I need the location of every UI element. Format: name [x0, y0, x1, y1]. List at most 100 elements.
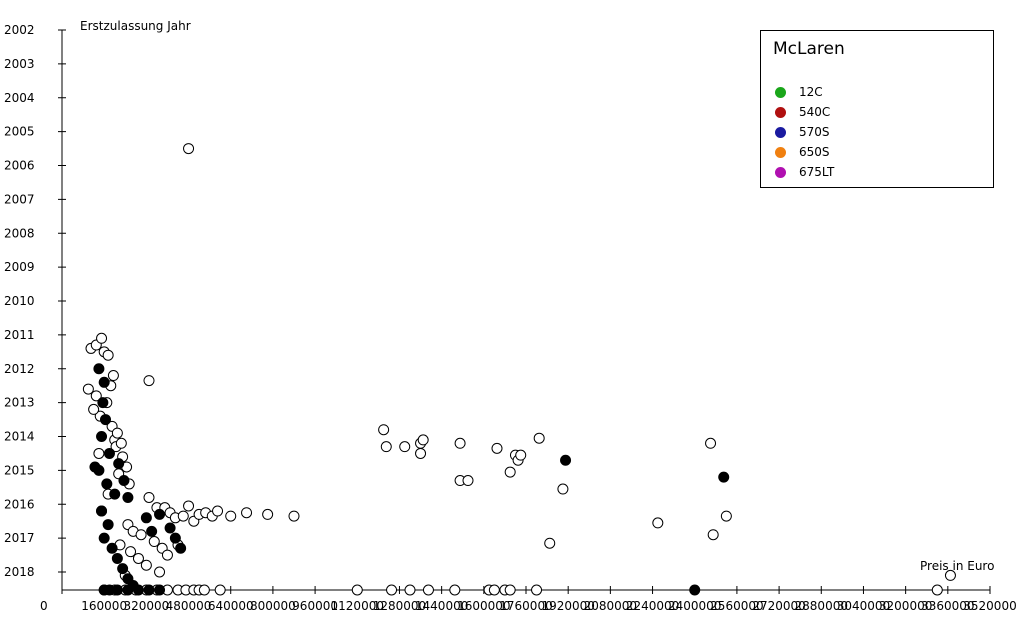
y-tick-label: 2003 [4, 57, 35, 71]
y-tick-label: 2005 [4, 125, 35, 139]
y-tick-label: 2018 [4, 565, 35, 579]
data-point-open [214, 584, 226, 596]
data-point-filled [132, 584, 144, 596]
data-point-filled [111, 552, 123, 564]
data-point-open [462, 475, 474, 487]
x-tick-label: 640000 [208, 599, 254, 613]
y-tick-label: 2013 [4, 396, 35, 410]
data-point-open [183, 500, 195, 512]
data-point-open [449, 584, 461, 596]
legend-marker-540c [775, 106, 786, 118]
data-point-open [177, 510, 189, 522]
data-point-filled [97, 397, 109, 409]
data-point-open [143, 375, 155, 387]
data-point-open [931, 584, 943, 596]
data-point-filled [140, 512, 152, 524]
legend-marker-650s [775, 146, 786, 158]
data-point-open [707, 529, 719, 541]
x-tick-label: 2080000 [584, 599, 637, 613]
data-point-filled [98, 376, 110, 388]
data-point-filled [175, 542, 187, 554]
data-point-filled [146, 525, 158, 537]
data-point-filled [96, 431, 108, 442]
x-tick-label: 1440000 [415, 599, 468, 613]
data-point-open [515, 449, 527, 461]
y-tick-label: 2008 [4, 226, 35, 240]
x-axis-label: Preis in Euro [920, 559, 994, 573]
y-tick-label: 2007 [4, 192, 35, 206]
x-tick-label: 2240000 [626, 599, 679, 613]
x-tick-label: 800000 [250, 599, 296, 613]
data-point-filled [122, 491, 134, 503]
x-tick-label: 160000 [81, 599, 127, 613]
data-point-filled [117, 563, 129, 575]
legend-marker-570s [775, 126, 786, 138]
data-point-open [102, 349, 114, 361]
x-tick-label: 320000 [123, 599, 169, 613]
data-point-open [115, 437, 127, 449]
data-point-open [378, 424, 390, 436]
data-point-open [262, 508, 274, 520]
y-axis-label: Erstzulassung Jahr [80, 19, 191, 33]
y-tick-label: 2016 [4, 497, 35, 511]
data-point-open [399, 441, 411, 453]
data-point-filled [111, 584, 123, 596]
data-point-open [415, 447, 427, 459]
data-point-filled [103, 447, 115, 459]
data-point-filled [102, 519, 114, 531]
x-tick-label: 3520000 [963, 599, 1016, 613]
data-point-open [132, 552, 144, 564]
legend-title: McLaren [773, 39, 845, 59]
x-tick-label: 2720000 [752, 599, 805, 613]
data-point-open [288, 510, 300, 522]
x-tick-label: 960000 [292, 599, 338, 613]
data-point-filled [93, 363, 105, 375]
data-point-filled [101, 478, 113, 490]
data-point-filled [106, 542, 118, 554]
data-point-filled [154, 584, 166, 596]
y-tick-label: 2011 [4, 328, 35, 342]
data-point-filled [122, 584, 134, 596]
data-point-open [148, 536, 160, 548]
x-tick-label: 2560000 [710, 599, 763, 613]
y-tick-label: 2006 [4, 159, 35, 173]
data-point-filled [100, 414, 111, 426]
x-tick-label: 1120000 [331, 599, 384, 613]
data-point-open [143, 491, 155, 503]
data-point-open [351, 584, 363, 596]
x-tick-label: 2400000 [668, 599, 721, 613]
legend-label-650s: 650S [799, 145, 830, 159]
axes: 2002 2003 2004 2005 2006 2007 2008 2009 2010 2011… [4, 23, 1017, 613]
data-point-open [111, 427, 123, 439]
data-point-open [557, 483, 569, 495]
data-point-open [488, 584, 500, 596]
data-point-open [404, 584, 416, 596]
data-point-open [135, 529, 147, 541]
data-point-open [90, 390, 102, 402]
y-tick-label: 2014 [4, 430, 35, 444]
y-tick-label: 2010 [4, 294, 35, 308]
x-tick-label: 1280000 [373, 599, 426, 613]
data-point-filled [113, 458, 125, 470]
data-point-open [705, 437, 717, 449]
data-point-open [183, 143, 195, 155]
x-tick-label: 1760000 [499, 599, 552, 613]
data-point-open [140, 559, 152, 571]
legend-label-540c: 540C [799, 105, 831, 119]
x-tick-label: 2880000 [795, 599, 848, 613]
legend-label-12c: 12C [799, 85, 823, 99]
x-tick-label: 3040000 [837, 599, 890, 613]
data-point-open [161, 549, 173, 561]
data-point-open [125, 546, 137, 558]
x-tick-label: 3200000 [879, 599, 932, 613]
y-tick-label: 2004 [4, 91, 35, 105]
data-point-filled [164, 522, 176, 534]
data-point-open [504, 584, 516, 596]
data-point-open [82, 383, 94, 395]
data-point-open [422, 584, 434, 596]
data-point-filled [689, 584, 701, 596]
data-point-open [417, 434, 429, 446]
legend-marker-12c [775, 86, 786, 98]
data-point-filled [154, 508, 166, 520]
legend-item-540c: 540C [775, 103, 830, 121]
